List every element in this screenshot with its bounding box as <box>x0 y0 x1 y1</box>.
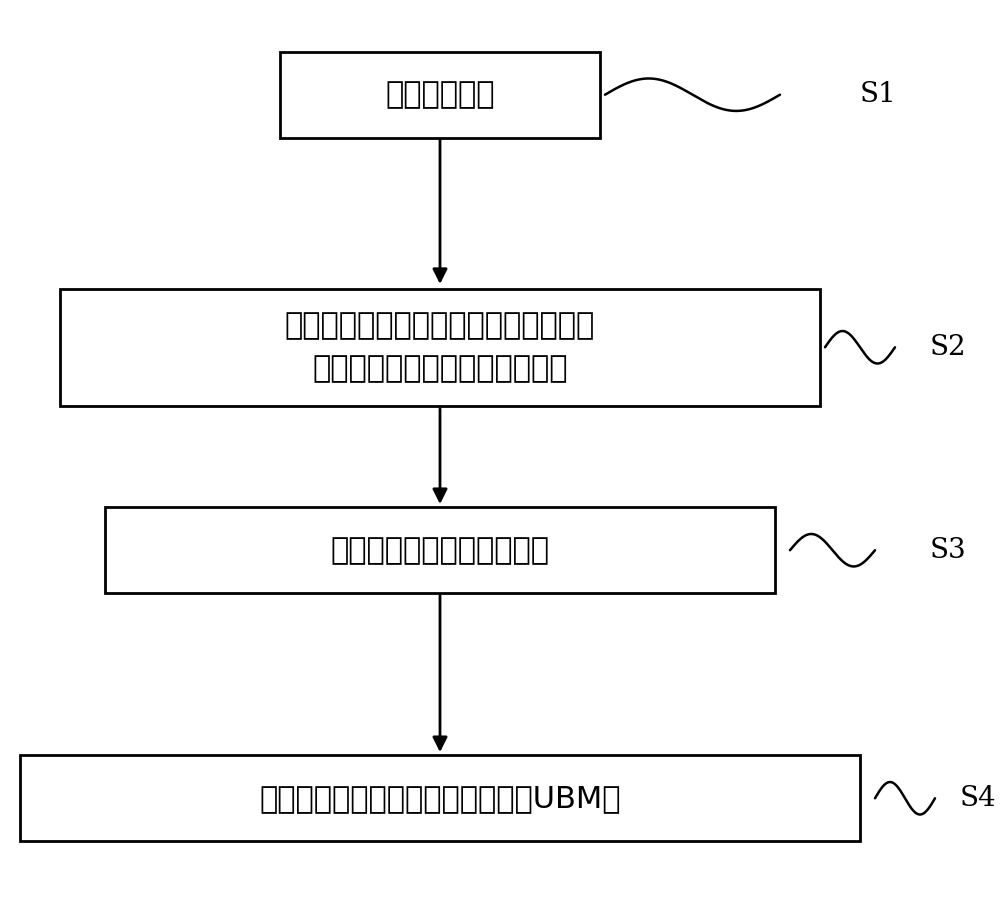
Text: S4: S4 <box>960 785 997 812</box>
FancyBboxPatch shape <box>105 507 775 594</box>
Text: S3: S3 <box>930 537 967 564</box>
FancyBboxPatch shape <box>20 756 860 841</box>
Text: 在基底的表面形成再布线图形，再布线
图形包括布线区和第一隔离区。: 在基底的表面形成再布线图形，再布线 图形包括布线区和第一隔离区。 <box>285 311 595 383</box>
Text: S2: S2 <box>930 334 967 361</box>
Text: 在布线区形成铜再布线层。: 在布线区形成铜再布线层。 <box>330 536 550 565</box>
Text: 形成与铜再布线层接触的微凸块或UBM。: 形成与铜再布线层接触的微凸块或UBM。 <box>259 784 621 813</box>
Text: 提供一基底。: 提供一基底。 <box>385 80 495 109</box>
Text: S1: S1 <box>860 81 897 108</box>
FancyBboxPatch shape <box>60 289 820 406</box>
FancyBboxPatch shape <box>280 51 600 137</box>
